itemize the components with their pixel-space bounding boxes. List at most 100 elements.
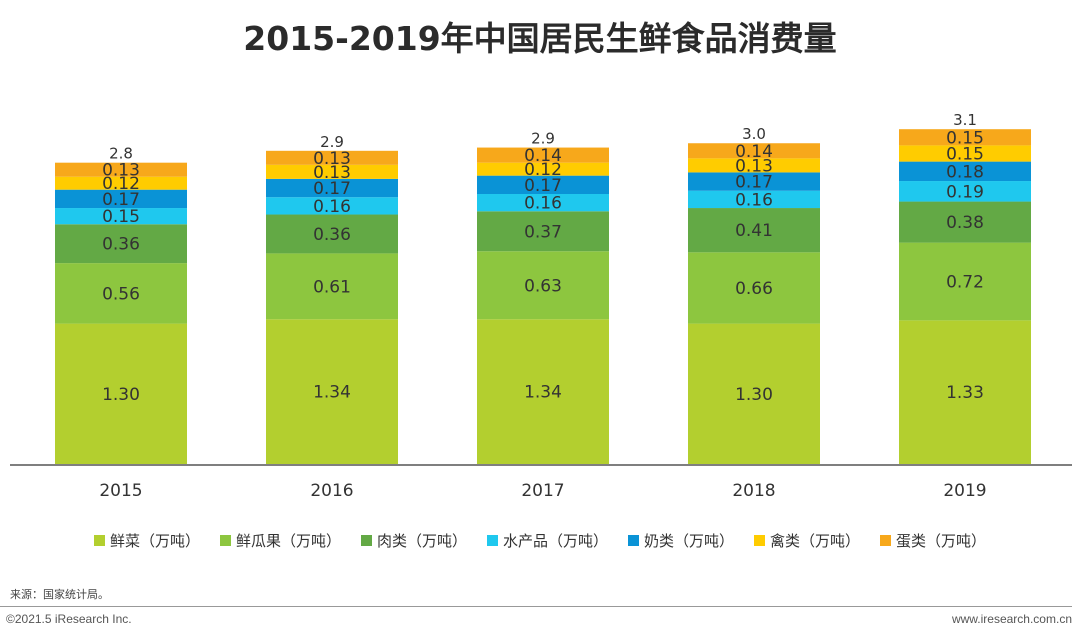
legend-item-0: 鲜菜（万吨） [93, 530, 200, 551]
bar-segment-2016-6 [266, 150, 398, 165]
legend-swatch [360, 535, 372, 546]
legend-swatch [754, 535, 766, 546]
legend-swatch [93, 535, 105, 546]
bar-segment-2018-5 [688, 158, 820, 173]
legend-label: 蛋类（万吨） [896, 532, 987, 550]
bar-segment-2019-0 [899, 320, 1031, 464]
data-label-2017-1: 0.63 [524, 276, 562, 296]
legend-item-6: 蛋类（万吨） [880, 530, 986, 551]
data-label-2015-1: 0.56 [102, 284, 140, 304]
legend-item-1: 鲜瓜果（万吨） [219, 530, 341, 551]
copyright: ©2021.5 iResearch Inc. [6, 612, 132, 626]
footer-divider [0, 606, 1072, 607]
bar-segment-2019-6 [899, 129, 1031, 146]
legend-label: 肉类（万吨） [376, 532, 467, 550]
data-label-2018-0: 1.30 [735, 385, 773, 405]
bar-segment-2019-1 [899, 242, 1031, 321]
bar-segment-2019-4 [899, 161, 1031, 182]
data-label-2016-2: 0.36 [313, 225, 351, 245]
data-label-2018-1: 0.66 [735, 279, 773, 299]
bar-segment-2015-5 [55, 176, 187, 190]
bar-segment-2015-4 [55, 189, 187, 209]
legend-label: 鲜菜（万吨） [109, 532, 200, 550]
legend-swatch [880, 535, 892, 546]
bar-segment-2018-6 [688, 143, 820, 159]
bar-segment-2018-0 [688, 323, 820, 464]
data-label-2018-5: 0.13 [735, 156, 773, 176]
data-label-2015-2: 0.36 [102, 235, 140, 255]
legend-label: 鲜瓜果（万吨） [235, 532, 341, 550]
legend-label: 水产品（万吨） [502, 532, 608, 550]
bar-segment-2019-2 [899, 201, 1031, 243]
bar-segment-2018-4 [688, 172, 820, 191]
legend-label: 禽类（万吨） [770, 532, 861, 550]
data-label-2016-1: 0.61 [313, 277, 351, 297]
bar-segment-2018-3 [688, 190, 820, 209]
data-label-2015-3: 0.15 [102, 207, 140, 227]
legend-swatch [486, 535, 498, 546]
total-label-2017: 2.9 [531, 130, 555, 148]
legend-item-5: 禽类（万吨） [754, 530, 860, 551]
bar-segment-2015-1 [55, 263, 187, 324]
bar-segment-2016-1 [266, 253, 398, 320]
bar-segment-2015-6 [55, 162, 187, 177]
bar-segment-2017-3 [477, 194, 609, 212]
data-label-2016-4: 0.17 [313, 179, 351, 199]
legend-item-4: 奶类（万吨） [628, 530, 734, 551]
stacked-bar-chart: 1.300.560.360.150.170.120.132.81.340.610… [10, 111, 1072, 501]
chart-title: 2015-2019年中国居民生鲜食品消费量 [243, 19, 837, 58]
total-label-2016: 2.9 [320, 133, 344, 151]
bar-segment-2016-3 [266, 197, 398, 215]
data-label-2018-2: 0.41 [735, 221, 773, 241]
data-label-2017-5: 0.12 [524, 160, 562, 180]
x-tick-2015: 2015 [99, 481, 142, 501]
legend-swatch [628, 535, 639, 546]
data-label-2017-3: 0.16 [524, 194, 562, 214]
data-label-2015-6: 0.13 [102, 161, 140, 181]
legend-item-3: 水产品（万吨） [486, 530, 608, 551]
legend-swatch [219, 535, 231, 546]
data-label-2015-0: 1.30 [102, 385, 140, 405]
x-tick-2019: 2019 [943, 481, 986, 501]
bar-segment-2016-0 [266, 319, 398, 464]
legend-label: 奶类（万吨） [644, 532, 735, 550]
x-tick-labels: 2015 2016 2017 2018 2019 [99, 481, 986, 501]
data-label-2019-6: 0.15 [946, 128, 984, 148]
data-label-2018-6: 0.14 [735, 142, 773, 162]
data-label-2019-5: 0.15 [946, 145, 984, 165]
bar-segment-2017-0 [477, 319, 609, 464]
bar-segment-2015-2 [55, 224, 187, 264]
total-label-2018: 3.0 [742, 125, 766, 143]
bar-segment-2017-1 [477, 251, 609, 320]
data-label-2015-4: 0.17 [102, 190, 140, 210]
x-tick-2018: 2018 [732, 481, 775, 501]
x-tick-2017: 2017 [521, 481, 564, 501]
data-label-2017-2: 0.37 [524, 222, 562, 242]
legend-item-2: 肉类（万吨） [360, 530, 467, 551]
data-label-2019-2: 0.38 [946, 213, 984, 233]
website-link[interactable]: www.iresearch.com.cn [951, 612, 1072, 626]
legend: 鲜菜（万吨） 鲜瓜果（万吨） 肉类（万吨） 水产品（万吨） 奶类（万吨） 禽类（万吨） 蛋类… [0, 530, 1080, 551]
bar-segment-2016-4 [266, 178, 398, 198]
bar-segment-2016-2 [266, 214, 398, 254]
data-label-2017-0: 1.34 [524, 383, 562, 403]
bar-segment-2016-5 [266, 164, 398, 179]
data-label-2015-5: 0.12 [102, 174, 140, 194]
data-label-2019-4: 0.18 [946, 162, 984, 182]
bar-segment-2017-2 [477, 211, 609, 252]
bar-segment-2015-3 [55, 208, 187, 225]
bar-segment-2015-0 [55, 323, 187, 464]
data-label-2018-3: 0.16 [735, 190, 773, 210]
data-label-2019-3: 0.19 [946, 182, 984, 202]
source-note: 来源：国家统计局。 [10, 588, 109, 601]
data-label-2017-4: 0.17 [524, 176, 562, 196]
data-label-2018-4: 0.17 [735, 173, 773, 193]
bars-layer: 1.300.560.360.150.170.120.132.81.340.610… [55, 111, 1031, 464]
data-label-2016-5: 0.13 [313, 163, 351, 183]
bar-segment-2018-1 [688, 252, 820, 324]
data-label-2016-3: 0.16 [313, 197, 351, 217]
bar-segment-2017-4 [477, 175, 609, 194]
bar-segment-2018-2 [688, 208, 820, 253]
data-label-2016-0: 1.34 [313, 383, 351, 403]
bar-segment-2017-5 [477, 162, 609, 176]
